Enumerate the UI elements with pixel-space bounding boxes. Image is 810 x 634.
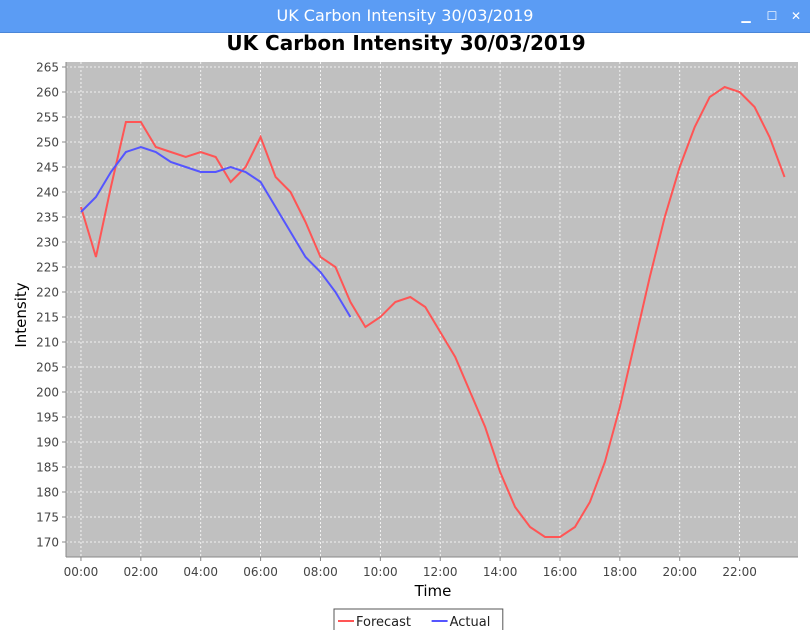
y-tick-label: 225 (36, 261, 59, 275)
x-tick-label: 10:00 (363, 565, 398, 579)
y-tick-label: 195 (36, 411, 59, 425)
legend-label-forecast: Forecast (356, 615, 411, 630)
y-tick-label: 170 (36, 536, 59, 550)
window-title: UK Carbon Intensity 30/03/2019 (276, 6, 534, 25)
legend: Forecast Actual (333, 608, 504, 634)
plot-area (66, 62, 798, 557)
y-tick-label: 245 (36, 161, 59, 175)
chart-panel: UK Carbon Intensity 30/03/2019 170 175 180… (0, 31, 810, 634)
y-tick-label: 190 (36, 436, 59, 450)
series-line-forecast (80, 85, 786, 538)
y-tick-label: 240 (36, 186, 59, 200)
close-icon[interactable]: ✕ (790, 9, 802, 23)
grid (66, 62, 798, 557)
y-tick-label: 175 (36, 511, 59, 525)
y-tick-label: 220 (36, 286, 59, 300)
y-tick-label: 215 (36, 311, 59, 325)
y-axis-label: Intensity (12, 282, 30, 347)
x-tick-label: 14:00 (483, 565, 518, 579)
series-line-actual (80, 145, 352, 318)
x-tick-label: 02:00 (124, 565, 159, 579)
y-tick-label: 265 (36, 61, 59, 75)
axes: 170 175 180 185 190 195 200 205 210 215 220 225 230 2… (36, 61, 798, 579)
y-tick-label: 250 (36, 136, 59, 150)
y-tick-label: 185 (36, 461, 59, 475)
maximize-icon[interactable]: ☐ (766, 9, 778, 23)
y-tick-label: 205 (36, 361, 59, 375)
x-tick-label: 04:00 (183, 565, 218, 579)
y-tick-label: 200 (36, 386, 59, 400)
line-chart: UK Carbon Intensity 30/03/2019 170 175 180… (12, 31, 798, 634)
x-tick-label: 16:00 (543, 565, 578, 579)
x-tick-label: 00:00 (64, 565, 99, 579)
window-titlebar[interactable]: UK Carbon Intensity 30/03/2019 ▁ ☐ ✕ (0, 0, 810, 33)
legend-box (333, 608, 504, 634)
x-tick-label: 12:00 (423, 565, 458, 579)
chart-title: UK Carbon Intensity 30/03/2019 (226, 32, 585, 55)
y-tick-label: 255 (36, 111, 59, 125)
y-tick-label: 230 (36, 236, 59, 250)
legend-label-actual: Actual (450, 615, 491, 630)
y-tick-label: 260 (36, 86, 59, 100)
x-axis-label: Time (414, 582, 452, 600)
x-tick-label: 06:00 (243, 565, 278, 579)
x-tick-label: 20:00 (662, 565, 697, 579)
minimize-icon[interactable]: ▁ (741, 9, 751, 23)
y-tick-label: 210 (36, 336, 59, 350)
x-tick-label: 22:00 (722, 565, 757, 579)
series-layer (80, 85, 786, 538)
y-tick-label: 180 (36, 486, 59, 500)
x-tick-label: 08:00 (303, 565, 338, 579)
x-tick-label: 18:00 (603, 565, 638, 579)
y-tick-label: 235 (36, 211, 59, 225)
